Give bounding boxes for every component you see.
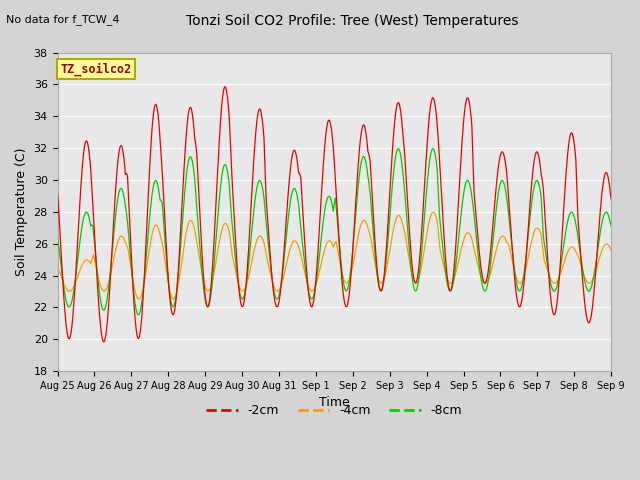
Text: No data for f_TCW_4: No data for f_TCW_4 xyxy=(6,14,120,25)
Legend: -2cm, -4cm, -8cm: -2cm, -4cm, -8cm xyxy=(202,399,467,422)
Y-axis label: Soil Temperature (C): Soil Temperature (C) xyxy=(15,148,28,276)
Text: TZ_soilco2: TZ_soilco2 xyxy=(60,62,132,75)
X-axis label: Time: Time xyxy=(319,396,349,409)
Text: Tonzi Soil CO2 Profile: Tree (West) Temperatures: Tonzi Soil CO2 Profile: Tree (West) Temp… xyxy=(186,14,518,28)
